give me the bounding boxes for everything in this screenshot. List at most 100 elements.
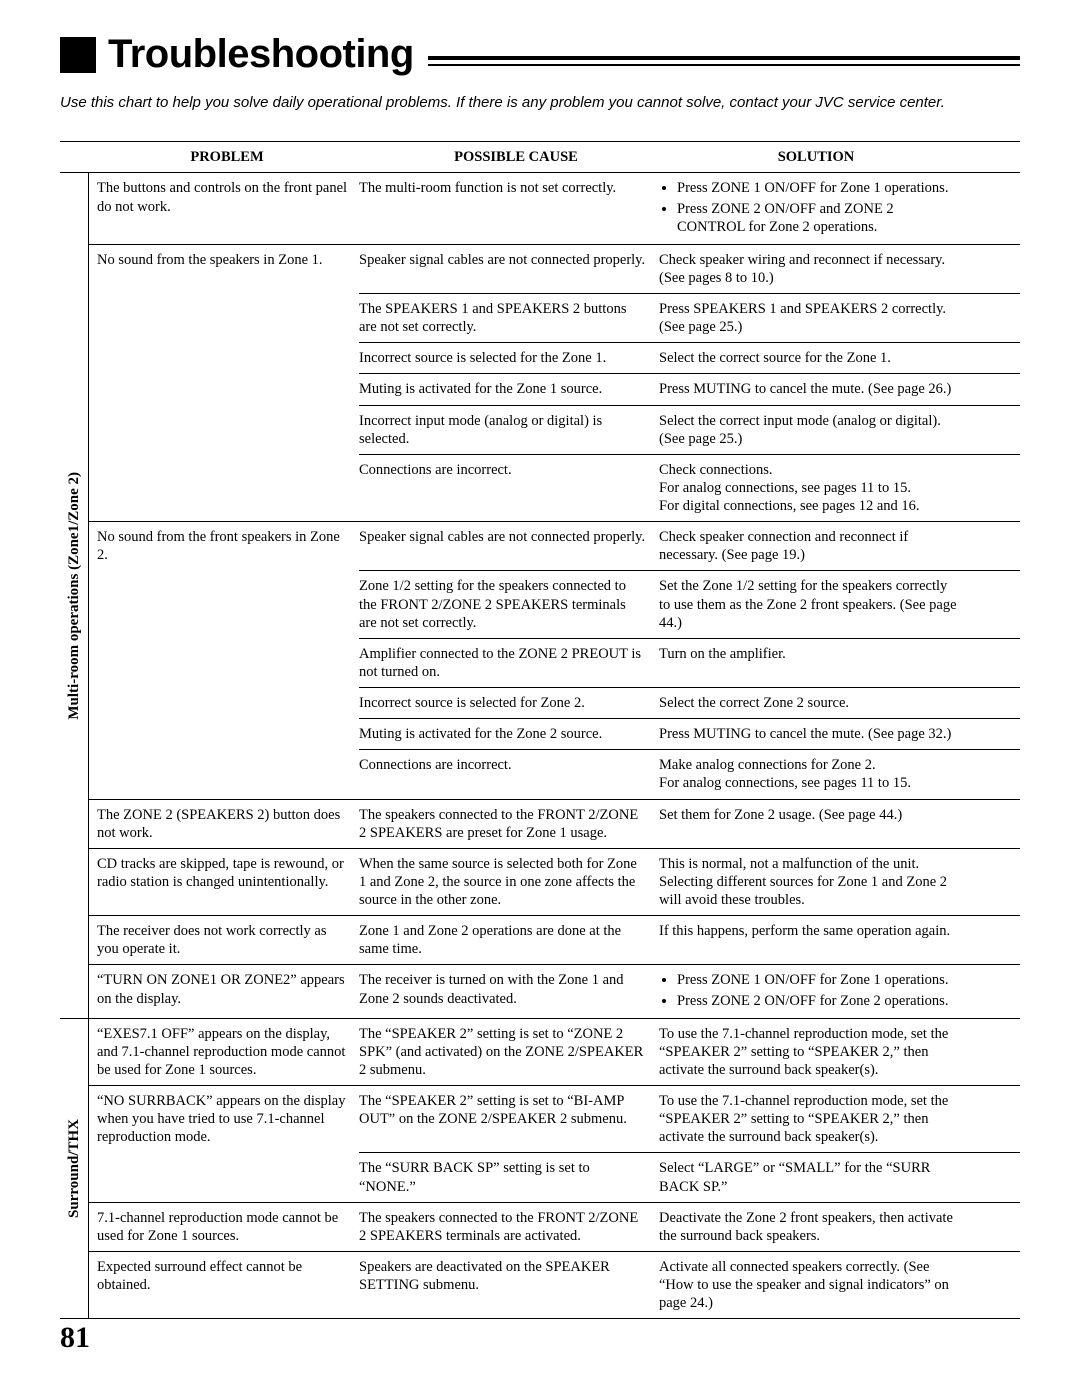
- table-row: The ZONE 2 (SPEAKERS 2) button does not …: [89, 799, 1020, 848]
- cell-solution: To use the 7.1-channel reproduction mode…: [659, 1086, 959, 1152]
- title-row: Troubleshooting: [60, 32, 1020, 77]
- cause-row: The speakers connected to the FRONT 2/ZO…: [359, 800, 1020, 848]
- cause-row: The multi-room function is not set corre…: [359, 173, 1020, 243]
- cell-problem: 7.1-channel reproduction mode cannot be …: [89, 1203, 359, 1251]
- cell-solution: Deactivate the Zone 2 front speakers, th…: [659, 1203, 959, 1251]
- page-title: Troubleshooting: [108, 32, 414, 77]
- header-cause: POSSIBLE CAUSE: [366, 142, 666, 172]
- table-row: Expected surround effect cannot be obtai…: [89, 1251, 1020, 1318]
- cell-cause: The “SURR BACK SP” setting is set to “NO…: [359, 1153, 659, 1201]
- page-number: 81: [60, 1321, 1020, 1355]
- cell-cause: Zone 1/2 setting for the speakers connec…: [359, 571, 659, 637]
- section-label: Multi-room operations (Zone1/Zone 2): [60, 173, 89, 1017]
- cell-solution: Select the correct input mode (analog or…: [659, 406, 959, 454]
- cell-cause: Connections are incorrect.: [359, 455, 659, 521]
- cause-row: The “SURR BACK SP” setting is set to “NO…: [359, 1152, 1020, 1201]
- cell-solution: Press SPEAKERS 1 and SPEAKERS 2 correctl…: [659, 294, 959, 342]
- table-row: The buttons and controls on the front pa…: [89, 173, 1020, 243]
- title-block-icon: [60, 37, 96, 73]
- cause-row: Connections are incorrect.Check connecti…: [359, 454, 1020, 521]
- table-row: “EXES7.1 OFF” appears on the display, an…: [89, 1019, 1020, 1085]
- cause-row: When the same source is selected both fo…: [359, 849, 1020, 915]
- cell-solution: Select “LARGE” or “SMALL” for the “SURR …: [659, 1153, 959, 1201]
- table-row: CD tracks are skipped, tape is rewound, …: [89, 848, 1020, 915]
- cause-row: Muting is activated for the Zone 2 sourc…: [359, 718, 1020, 749]
- cell-cause: Amplifier connected to the ZONE 2 PREOUT…: [359, 639, 659, 687]
- title-rule: [428, 56, 1020, 66]
- cell-problem: “NO SURRBACK” appears on the display whe…: [89, 1086, 359, 1202]
- table-section: Surround/THX“EXES7.1 OFF” appears on the…: [60, 1018, 1020, 1319]
- cell-solution: Select the correct Zone 2 source.: [659, 688, 959, 718]
- cause-row: Incorrect source is selected for the Zon…: [359, 342, 1020, 373]
- cell-solution: Press ZONE 1 ON/OFF for Zone 1 operation…: [659, 965, 959, 1017]
- cell-cause: When the same source is selected both fo…: [359, 849, 659, 915]
- cell-cause: The “SPEAKER 2” setting is set to “ZONE …: [359, 1019, 659, 1085]
- table-row: “TURN ON ZONE1 OR ZONE2” appears on the …: [89, 964, 1020, 1017]
- cause-row: Incorrect source is selected for Zone 2.…: [359, 687, 1020, 718]
- table-row: No sound from the front speakers in Zone…: [89, 521, 1020, 798]
- list-item: Press ZONE 1 ON/OFF for Zone 1 operation…: [677, 971, 959, 989]
- table-row: 7.1-channel reproduction mode cannot be …: [89, 1202, 1020, 1251]
- cell-problem: The receiver does not work correctly as …: [89, 916, 359, 964]
- table-header: PROBLEM POSSIBLE CAUSE SOLUTION: [60, 142, 1020, 173]
- cause-row: The “SPEAKER 2” setting is set to “BI-AM…: [359, 1086, 1020, 1152]
- cell-solution: Press MUTING to cancel the mute. (See pa…: [659, 719, 959, 749]
- list-item: Press ZONE 1 ON/OFF for Zone 1 operation…: [677, 179, 959, 197]
- cell-cause: The multi-room function is not set corre…: [359, 173, 659, 243]
- cell-cause: The receiver is turned on with the Zone …: [359, 965, 659, 1017]
- table-row: No sound from the speakers in Zone 1.Spe…: [89, 244, 1020, 521]
- cause-row: Amplifier connected to the ZONE 2 PREOUT…: [359, 638, 1020, 687]
- cause-row: Speaker signal cables are not connected …: [359, 522, 1020, 570]
- cell-solution: Check speaker connection and reconnect i…: [659, 522, 959, 570]
- cause-row: Incorrect input mode (analog or digital)…: [359, 405, 1020, 454]
- cell-cause: Incorrect source is selected for the Zon…: [359, 343, 659, 373]
- list-item: Press ZONE 2 ON/OFF and ZONE 2 CONTROL f…: [677, 200, 959, 236]
- table-row: “NO SURRBACK” appears on the display whe…: [89, 1085, 1020, 1202]
- cause-row: Zone 1 and Zone 2 operations are done at…: [359, 916, 1020, 964]
- cause-row: The SPEAKERS 1 and SPEAKERS 2 buttons ar…: [359, 293, 1020, 342]
- cell-solution: Activate all connected speakers correctl…: [659, 1252, 959, 1318]
- cell-cause: Connections are incorrect.: [359, 750, 659, 798]
- cell-problem: No sound from the front speakers in Zone…: [89, 522, 359, 798]
- cause-row: The “SPEAKER 2” setting is set to “ZONE …: [359, 1019, 1020, 1085]
- cell-problem: No sound from the speakers in Zone 1.: [89, 245, 359, 521]
- cell-cause: Muting is activated for the Zone 1 sourc…: [359, 374, 659, 404]
- cell-solution: This is normal, not a malfunction of the…: [659, 849, 959, 915]
- cell-problem: The ZONE 2 (SPEAKERS 2) button does not …: [89, 800, 359, 848]
- cause-row: Speakers are deactivated on the SPEAKER …: [359, 1252, 1020, 1318]
- cell-cause: The speakers connected to the FRONT 2/ZO…: [359, 800, 659, 848]
- cause-row: Speaker signal cables are not connected …: [359, 245, 1020, 293]
- list-item: Press ZONE 2 ON/OFF for Zone 2 operation…: [677, 992, 959, 1010]
- cell-solution: Check connections.For analog connections…: [659, 455, 959, 521]
- cell-problem: “TURN ON ZONE1 OR ZONE2” appears on the …: [89, 965, 359, 1017]
- cell-solution: Check speaker wiring and reconnect if ne…: [659, 245, 959, 293]
- cause-row: Zone 1/2 setting for the speakers connec…: [359, 570, 1020, 637]
- table-row: The receiver does not work correctly as …: [89, 915, 1020, 964]
- cell-cause: Incorrect source is selected for Zone 2.: [359, 688, 659, 718]
- cell-cause: Muting is activated for the Zone 2 sourc…: [359, 719, 659, 749]
- cell-problem: Expected surround effect cannot be obtai…: [89, 1252, 359, 1318]
- cell-solution: Set them for Zone 2 usage. (See page 44.…: [659, 800, 959, 848]
- cell-solution: Set the Zone 1/2 setting for the speaker…: [659, 571, 959, 637]
- cell-cause: Speaker signal cables are not connected …: [359, 245, 659, 293]
- cell-solution: Turn on the amplifier.: [659, 639, 959, 687]
- cell-cause: Speakers are deactivated on the SPEAKER …: [359, 1252, 659, 1318]
- cell-cause: Speaker signal cables are not connected …: [359, 522, 659, 570]
- cell-cause: The SPEAKERS 1 and SPEAKERS 2 buttons ar…: [359, 294, 659, 342]
- cell-cause: The speakers connected to the FRONT 2/ZO…: [359, 1203, 659, 1251]
- header-solution: SOLUTION: [666, 142, 966, 172]
- cause-row: Muting is activated for the Zone 1 sourc…: [359, 373, 1020, 404]
- intro-text: Use this chart to help you solve daily o…: [60, 93, 1020, 113]
- cause-row: The speakers connected to the FRONT 2/ZO…: [359, 1203, 1020, 1251]
- cause-row: Connections are incorrect.Make analog co…: [359, 749, 1020, 798]
- cell-problem: CD tracks are skipped, tape is rewound, …: [89, 849, 359, 915]
- troubleshooting-table: PROBLEM POSSIBLE CAUSE SOLUTION Multi-ro…: [60, 141, 1020, 1319]
- cell-solution: If this happens, perform the same operat…: [659, 916, 959, 964]
- cause-row: The receiver is turned on with the Zone …: [359, 965, 1020, 1017]
- cell-solution: Select the correct source for the Zone 1…: [659, 343, 959, 373]
- cell-solution: Press ZONE 1 ON/OFF for Zone 1 operation…: [659, 173, 959, 243]
- section-label: Surround/THX: [60, 1019, 89, 1319]
- header-problem: PROBLEM: [88, 142, 366, 172]
- cell-cause: Zone 1 and Zone 2 operations are done at…: [359, 916, 659, 964]
- cell-solution: To use the 7.1-channel reproduction mode…: [659, 1019, 959, 1085]
